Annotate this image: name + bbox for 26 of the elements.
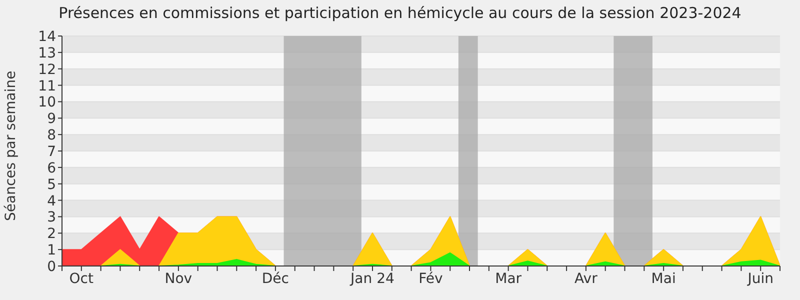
- y-tick-label: 10: [38, 94, 56, 111]
- x-tick-label: Nov: [164, 270, 192, 287]
- y-tick-label: 11: [38, 78, 56, 94]
- chart-title: Présences en commissions et participation en hémicycle au cours de la session 2023-2024: [58, 4, 742, 22]
- y-tick-label: 12: [38, 62, 56, 78]
- y-tick-label: 2: [47, 226, 56, 242]
- y-tick-label: 6: [47, 160, 56, 176]
- y-tick-label: 8: [47, 128, 56, 144]
- y-axis-title: Séances par semaine: [2, 70, 19, 221]
- x-tick-label: Fév: [418, 270, 443, 287]
- y-tick-label: 5: [47, 176, 56, 193]
- y-tick-label: 1: [47, 242, 56, 259]
- y-tick-label: 14: [38, 28, 56, 45]
- y-tick-label: 7: [47, 144, 56, 160]
- y-tick-label: 13: [38, 45, 56, 62]
- x-tick-label: Oct: [69, 270, 94, 287]
- x-tick-label: Déc: [262, 270, 290, 287]
- y-tick-label: 4: [47, 193, 56, 210]
- x-tick-label: Juin: [746, 270, 774, 287]
- x-tick-label: Mai: [651, 270, 676, 287]
- x-tick-label: Mar: [495, 270, 522, 287]
- x-tick-label: Avr: [574, 270, 598, 287]
- y-tick-label: 0: [47, 258, 56, 275]
- y-tick-label: 3: [47, 210, 56, 226]
- y-tick-label: 9: [47, 111, 56, 128]
- x-tick-label: Jan 24: [350, 270, 394, 287]
